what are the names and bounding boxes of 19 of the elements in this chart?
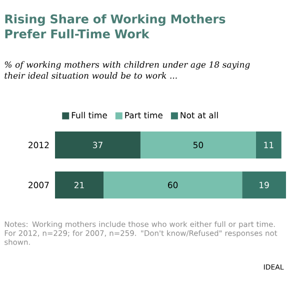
legend-label: Part time xyxy=(125,112,162,118)
bar xyxy=(140,131,256,158)
legend-label: Full time xyxy=(72,112,107,118)
data-label: 19 xyxy=(260,182,269,188)
data-label: 50 xyxy=(193,142,204,148)
bar xyxy=(256,131,282,158)
bar xyxy=(242,172,286,198)
legend-label: Not at all xyxy=(180,112,218,118)
y-tick-label: 2007 xyxy=(28,182,49,188)
bar xyxy=(55,172,104,198)
y-tick-label: 2012 xyxy=(28,142,49,148)
data-label: 11 xyxy=(264,142,274,148)
data-label: 37 xyxy=(92,142,102,148)
chart-subtitle: % of working mothers with children under age 18 saying their ideal situation would be to work ... xyxy=(4,61,250,79)
bar xyxy=(55,131,140,158)
chart-title: Rising Share of Working Mothers Prefer Full-Time Work xyxy=(5,14,226,38)
bar xyxy=(104,172,242,198)
data-label: 21 xyxy=(74,182,84,188)
data-label: 60 xyxy=(168,182,178,188)
